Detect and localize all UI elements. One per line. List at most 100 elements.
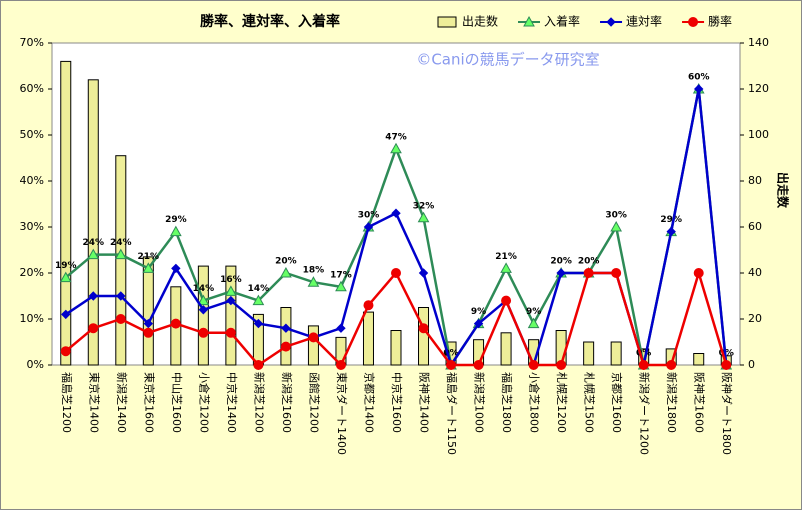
marker — [417, 211, 430, 223]
x-tick-label: 福島ダート1150 — [445, 372, 459, 455]
marker — [335, 280, 347, 292]
marker — [252, 294, 265, 306]
marker — [307, 276, 320, 287]
x-tick-label: 新潟芝1600 — [280, 372, 294, 433]
x-tick-label: 新潟芝1800 — [665, 372, 679, 433]
x-tick-label: 京都芝1600 — [610, 372, 624, 433]
bar — [418, 307, 430, 366]
marker — [170, 318, 181, 329]
x-tick-label: 小倉芝1200 — [197, 372, 211, 433]
legend-label: 連対率 — [626, 14, 662, 29]
data-label: 30% — [605, 211, 627, 221]
legend-label: 入着率 — [544, 14, 580, 29]
marker — [116, 291, 126, 301]
marker — [473, 360, 484, 370]
marker — [638, 360, 649, 370]
bar — [197, 265, 209, 366]
bar — [583, 341, 595, 366]
marker — [473, 318, 484, 329]
data-label: 24% — [110, 238, 132, 248]
x-tick-label: 京都芝1400 — [362, 372, 376, 433]
marker — [363, 222, 374, 232]
y-tick-label: 40% — [20, 174, 44, 187]
marker — [583, 268, 594, 278]
marker — [501, 295, 512, 306]
x-tick-label: 新潟ダート1200 — [638, 372, 652, 455]
y2-tick-label: 40 — [748, 266, 762, 279]
x-tick-label: 新潟芝1200 — [252, 372, 266, 433]
data-label: 9% — [526, 307, 541, 317]
y-tick-label: 60% — [20, 82, 44, 95]
data-label: 0% — [443, 349, 458, 359]
bar — [390, 330, 402, 366]
marker — [391, 208, 401, 218]
x-tick-label: 中京芝1400 — [225, 372, 239, 433]
marker — [169, 225, 182, 237]
marker — [693, 268, 704, 278]
legend-swatch — [437, 16, 457, 28]
x-tick-label: 福島芝1800 — [500, 372, 514, 433]
marker — [281, 323, 291, 333]
y2-tick-label: 80 — [748, 174, 762, 187]
marker — [446, 360, 457, 370]
marker — [335, 360, 346, 370]
marker — [197, 294, 210, 306]
y2-tick-label: 20 — [748, 312, 762, 325]
marker — [666, 360, 677, 370]
x-tick-label: 東京ダート1400 — [335, 372, 349, 455]
data-label: 19% — [55, 261, 77, 271]
data-label: 60% — [688, 73, 710, 83]
y-tick-label: 70% — [20, 36, 44, 49]
marker — [61, 309, 71, 320]
x-tick-label: 東京芝1600 — [142, 372, 156, 433]
bar — [610, 341, 622, 366]
y-tick-label: 30% — [20, 220, 44, 233]
data-label: 20% — [550, 257, 572, 267]
bar — [60, 60, 72, 366]
bar — [307, 325, 319, 366]
legend-marker — [688, 17, 699, 27]
marker — [721, 360, 732, 370]
marker — [253, 318, 264, 329]
data-label: 9% — [471, 307, 486, 317]
y2-axis-label: 出走数 — [776, 172, 791, 209]
data-label: 16% — [220, 275, 242, 285]
legend-label: 勝率 — [708, 14, 732, 29]
y2-tick-label: 0 — [748, 358, 755, 371]
y-tick-label: 50% — [20, 128, 44, 141]
marker — [666, 226, 676, 237]
y-tick-label: 20% — [20, 266, 44, 279]
bar — [362, 311, 374, 366]
marker — [60, 346, 71, 357]
marker — [528, 360, 539, 370]
marker — [280, 341, 291, 352]
data-label: 18% — [303, 266, 325, 276]
bar — [115, 155, 127, 366]
x-tick-label: 福島芝1200 — [60, 372, 74, 433]
x-tick-label: 中京芝1600 — [390, 372, 404, 433]
data-label: 24% — [83, 238, 105, 248]
x-tick-label: 東京芝1400 — [87, 372, 101, 433]
marker — [500, 262, 512, 273]
x-tick-label: 阪神芝1600 — [693, 372, 707, 433]
bar — [225, 265, 237, 366]
bar — [280, 307, 292, 366]
marker — [143, 318, 154, 329]
marker — [418, 268, 429, 278]
marker — [253, 360, 264, 370]
bar — [142, 256, 154, 366]
marker — [280, 266, 292, 278]
data-label: 30% — [358, 211, 380, 221]
data-label: 14% — [193, 284, 215, 294]
marker — [611, 268, 622, 278]
legend-marker — [523, 15, 535, 27]
y2-tick-label: 140 — [748, 36, 769, 49]
marker — [390, 142, 402, 154]
data-label: 20% — [275, 257, 297, 267]
bar — [693, 353, 705, 366]
data-label: 47% — [385, 132, 407, 142]
marker — [527, 317, 540, 329]
x-tick-label: 阪神芝1400 — [418, 372, 432, 433]
bar — [555, 330, 567, 366]
y-tick-label: 10% — [20, 312, 44, 325]
